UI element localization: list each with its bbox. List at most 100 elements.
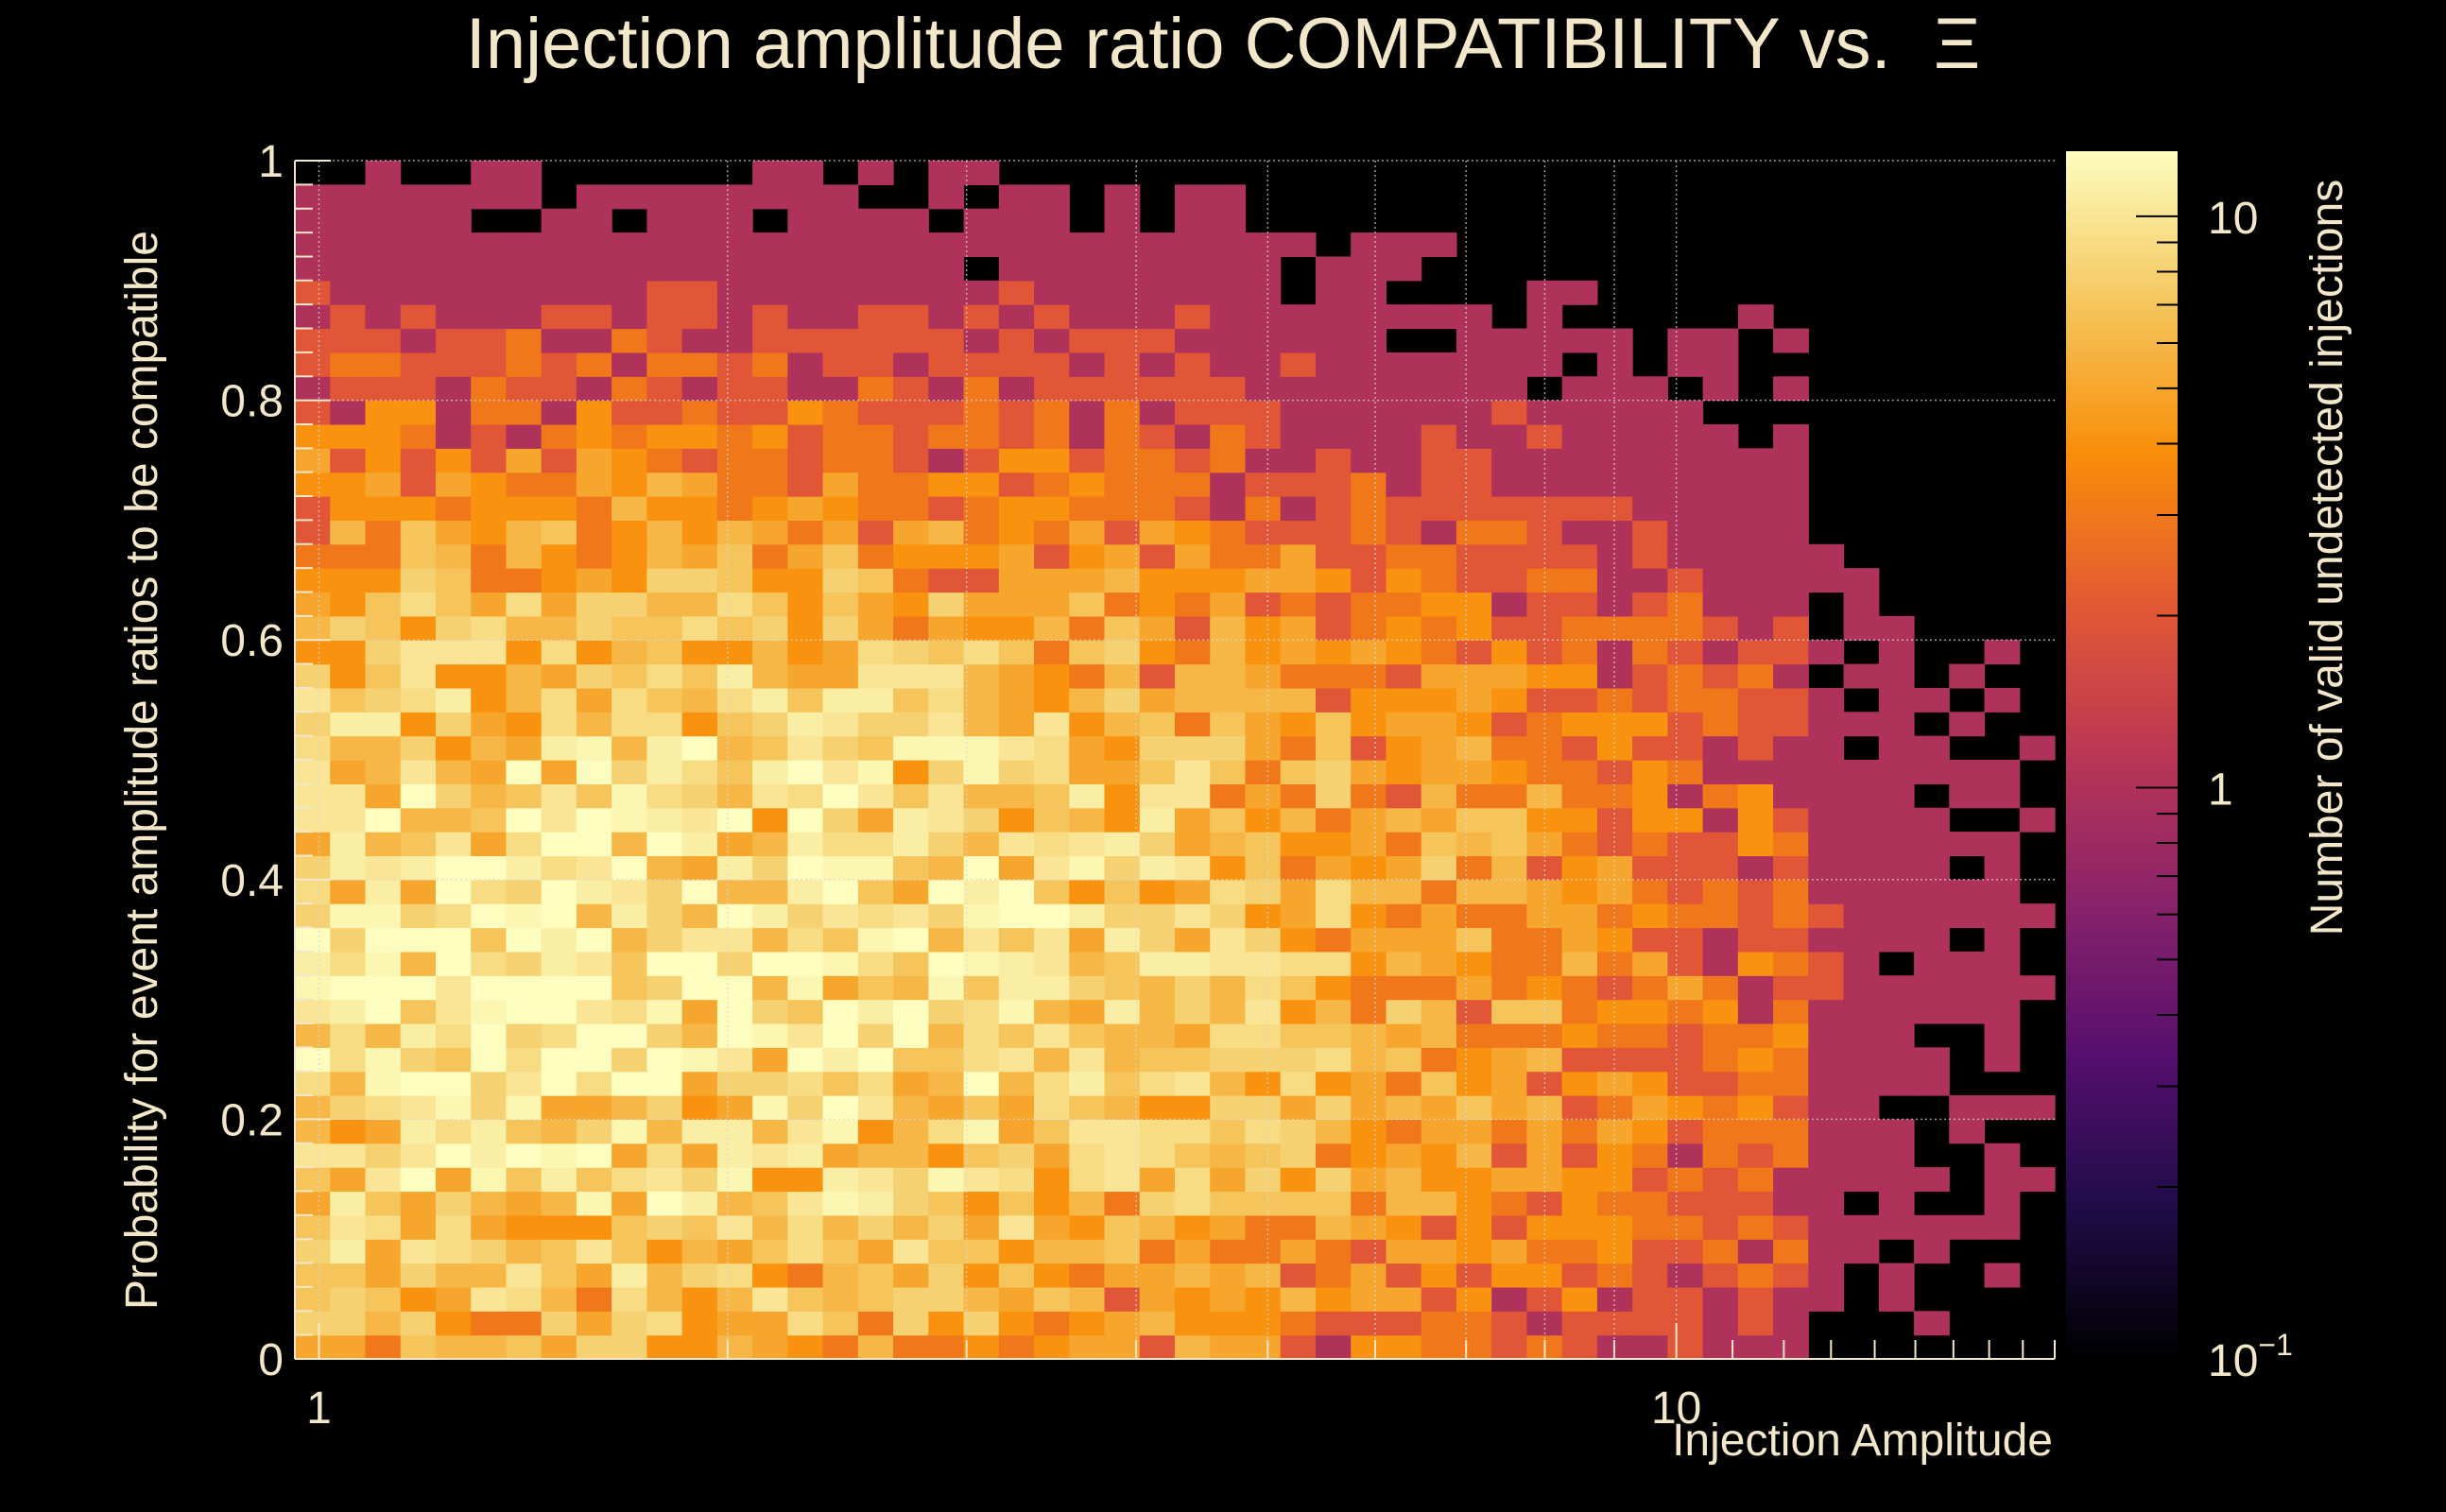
heatmap-cell — [1984, 1263, 2021, 1288]
heatmap-cell — [1245, 951, 1282, 976]
heatmap-cell — [435, 1286, 472, 1312]
heatmap-cell — [612, 712, 647, 737]
heatmap-cell — [1632, 376, 1668, 402]
heatmap-cell — [1210, 1239, 1247, 1264]
heatmap-cell — [1491, 1191, 1527, 1216]
heatmap-cell — [646, 232, 683, 258]
heatmap-cell — [1175, 208, 1211, 233]
heatmap-cell — [787, 592, 824, 617]
heatmap-cell — [1596, 1095, 1633, 1120]
heatmap-cell — [541, 1214, 577, 1240]
heatmap-cell — [752, 832, 788, 857]
heatmap-cell — [1210, 448, 1247, 473]
heatmap-cell — [1351, 975, 1387, 1001]
heatmap-cell — [1491, 1095, 1527, 1120]
heatmap-cell — [1315, 663, 1352, 689]
heatmap-cell — [1914, 927, 1950, 953]
heatmap-cell — [1561, 999, 1598, 1024]
heatmap-cell — [1245, 472, 1282, 497]
heatmap-cell — [1491, 1239, 1527, 1264]
heatmap-cell — [1386, 832, 1422, 857]
heatmap-cell — [506, 232, 543, 258]
heatmap-cell — [998, 879, 1035, 904]
heatmap-cell — [541, 568, 577, 593]
heatmap-cell — [1034, 1311, 1070, 1336]
heatmap-cell — [822, 1143, 859, 1168]
heatmap-cell — [1104, 879, 1141, 904]
heatmap-cell — [1984, 951, 2021, 976]
heatmap-cell — [998, 760, 1035, 784]
heatmap-cell — [1491, 1286, 1527, 1312]
heatmap-cell — [646, 472, 683, 497]
heatmap-cell — [857, 304, 894, 330]
heatmap-cell — [963, 1311, 1000, 1336]
heatmap-cell — [1351, 951, 1387, 976]
heatmap-cell — [1773, 999, 1809, 1024]
heatmap-cell — [1315, 496, 1352, 521]
heatmap-cell — [1702, 975, 1739, 1001]
heatmap-cell — [857, 352, 894, 377]
heatmap-cell — [928, 999, 965, 1024]
heatmap-cell — [1175, 423, 1211, 449]
heatmap-cell — [1175, 1047, 1211, 1073]
heatmap-cell — [365, 615, 402, 641]
heatmap-cell — [1949, 999, 1986, 1024]
heatmap-cell — [893, 208, 929, 233]
heatmap-cell — [1491, 663, 1527, 689]
heatmap-cell — [1104, 472, 1141, 497]
heatmap-cell — [1702, 807, 1739, 833]
heatmap-cell — [576, 1119, 612, 1144]
heatmap-cell — [330, 1191, 367, 1216]
heatmap-cell — [1034, 1119, 1070, 1144]
heatmap-cell — [716, 712, 753, 737]
heatmap-cell — [541, 232, 577, 258]
heatmap-cell — [1315, 448, 1352, 473]
heatmap-cell — [1456, 543, 1492, 569]
heatmap-cell — [1737, 1143, 1774, 1168]
heatmap-cell — [1210, 903, 1247, 929]
heatmap-cell — [365, 855, 402, 881]
heatmap-cell — [1737, 879, 1774, 904]
heatmap-cell — [1210, 640, 1247, 665]
heatmap-cell — [506, 1214, 543, 1240]
heatmap-cell — [893, 735, 929, 761]
heatmap-cell — [612, 472, 647, 497]
heatmap-cell — [1104, 304, 1141, 330]
heatmap-cell — [541, 376, 577, 402]
heatmap-cell — [1702, 760, 1739, 784]
heatmap-cell — [1667, 879, 1704, 904]
heatmap-cell — [1526, 1191, 1563, 1216]
heatmap-cell — [1808, 903, 1845, 929]
heatmap-cell — [1069, 1022, 1106, 1048]
heatmap-cell — [646, 520, 683, 545]
heatmap-cell — [1210, 783, 1247, 809]
heatmap-cell — [576, 352, 612, 377]
heatmap-cell — [1949, 1095, 1986, 1120]
heatmap-cell — [541, 1191, 577, 1216]
heatmap-cell — [998, 496, 1035, 521]
heatmap-cell — [716, 1334, 753, 1360]
heatmap-cell — [435, 184, 472, 210]
heatmap-cell — [752, 807, 788, 833]
heatmap-cell — [1632, 1214, 1668, 1240]
heatmap-cell — [646, 615, 683, 641]
heatmap-cell — [576, 328, 612, 353]
heatmap-cell — [1878, 735, 1915, 761]
heatmap-cell — [400, 448, 437, 473]
y-tick-label: 1 — [258, 137, 284, 187]
heatmap-cell — [716, 423, 753, 449]
heatmap-cell — [1034, 760, 1070, 784]
heatmap-cell — [998, 832, 1035, 857]
heatmap-cell — [1210, 1047, 1247, 1073]
heatmap-cell — [541, 1239, 577, 1264]
heatmap-cell — [1737, 1286, 1774, 1312]
heatmap-cell — [963, 1214, 1000, 1240]
heatmap-cell — [506, 832, 543, 857]
heatmap-cell — [1596, 472, 1633, 497]
heatmap-cell — [1843, 879, 1880, 904]
heatmap-cell — [612, 1119, 647, 1144]
heatmap-cell — [1034, 256, 1070, 282]
heatmap-cell — [928, 543, 965, 569]
heatmap-cell — [857, 663, 894, 689]
heatmap-cell — [1491, 352, 1527, 377]
